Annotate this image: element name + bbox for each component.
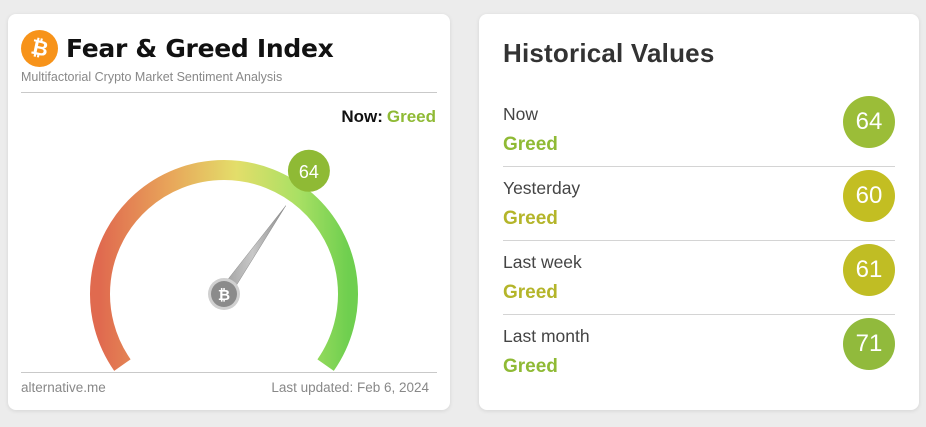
card-header: ₿ Fear & Greed Index [21,30,334,67]
history-row-last-week: Last week Greed 61 [503,244,895,326]
divider [503,166,895,167]
history-classification: Greed [503,208,558,229]
history-value-badge: 64 [843,96,895,148]
now-classification: Greed [386,107,436,126]
divider [503,240,895,241]
current-value: 64 [299,162,319,182]
source-link[interactable]: alternative.me [21,380,106,395]
divider [21,372,437,373]
now-label: Now: [341,107,383,126]
history-classification: Greed [503,356,558,377]
bitcoin-icon: ₿ [208,278,240,310]
last-updated: Last updated: Feb 6, 2024 [271,380,429,395]
historical-values-title: Historical Values [503,38,715,68]
history-value-badge: 71 [843,318,895,370]
now-status: Now: Greed [341,107,436,127]
history-label: Last month [503,326,590,346]
history-row-yesterday: Yesterday Greed 60 [503,170,895,252]
divider [503,314,895,315]
current-value-bubble: 64 [287,149,330,192]
history-classification: Greed [503,282,558,303]
sentiment-gauge: ₿ 64 [90,149,358,371]
fear-greed-index-card: ₿ Fear & Greed Index Multifactorial Cryp… [8,14,450,410]
page-subtitle: Multifactorial Crypto Market Sentiment A… [21,70,283,84]
history-classification: Greed [503,134,558,155]
bitcoin-icon: ₿ [21,30,58,67]
page-title: Fear & Greed Index [66,34,334,63]
history-label: Now [503,104,539,124]
history-row-now: Now Greed 64 [503,96,895,178]
history-label: Last week [503,252,582,272]
historical-values-card: Historical Values Now Greed 64 Yesterday… [479,14,919,410]
history-value-badge: 61 [843,244,895,296]
gauge-arc [90,160,358,371]
history-value-badge: 60 [843,170,895,222]
history-label: Yesterday [503,178,581,198]
divider [21,92,437,93]
svg-text:₿: ₿ [218,286,230,304]
history-row-last-month: Last month Greed 71 [503,318,895,400]
